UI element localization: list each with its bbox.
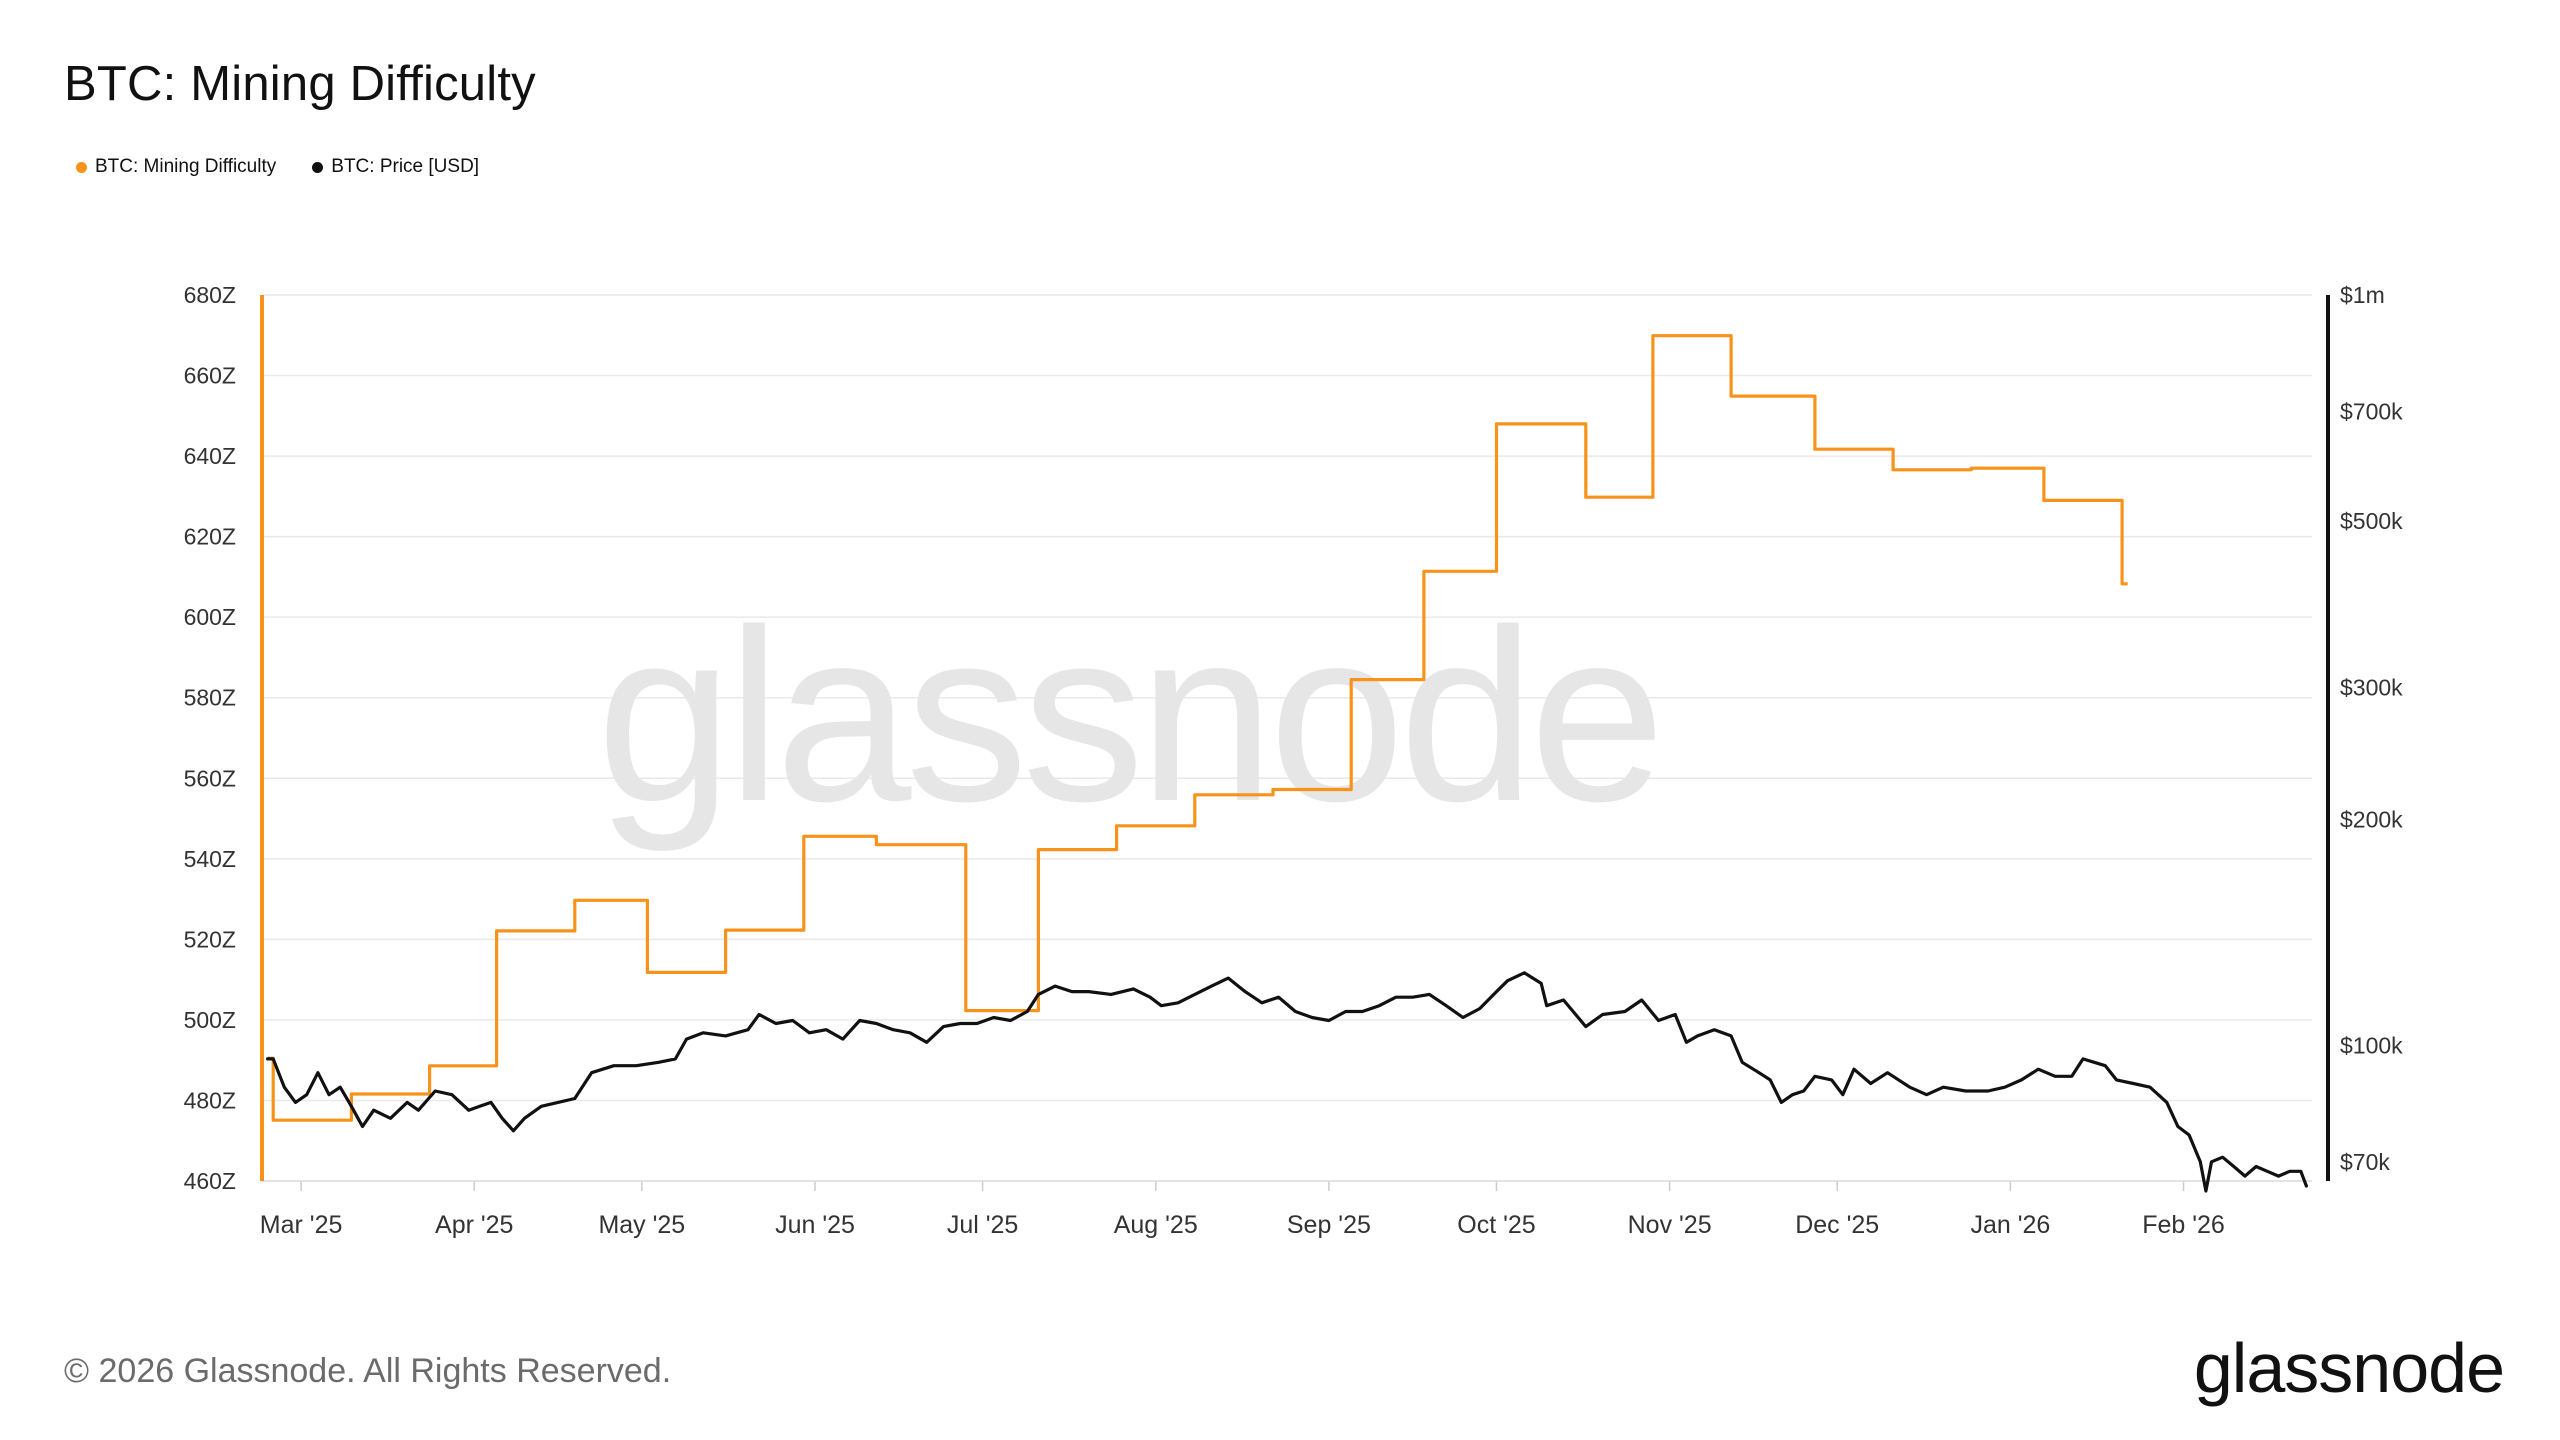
y-right-tick-label: $300k <box>2340 674 2403 700</box>
x-tick-label: Jun '25 <box>775 1211 855 1239</box>
y-left-tick-label: 540Z <box>184 846 236 872</box>
x-tick-label: Jul '25 <box>947 1211 1018 1239</box>
legend-label-price: BTC: Price [USD] <box>331 156 480 177</box>
y-right-tick-label: $100k <box>2340 1033 2403 1059</box>
legend-label-difficulty: BTC: Mining Difficulty <box>95 156 277 177</box>
watermark: glassnode <box>597 578 1660 852</box>
difficulty-series-line <box>267 334 2128 1122</box>
y-right-tick-label: $200k <box>2340 807 2403 833</box>
y-left-tick-label: 660Z <box>184 363 236 389</box>
x-tick-label: Sep '25 <box>1287 1211 1371 1239</box>
legend: BTC: Mining Difficulty BTC: Price [USD] <box>76 156 479 178</box>
y-left-tick-label: 500Z <box>184 1007 236 1033</box>
page-title: BTC: Mining Difficulty <box>64 57 536 111</box>
y-left-tick-label: 580Z <box>184 685 236 711</box>
y-left-tick-label: 640Z <box>184 443 236 469</box>
x-tick-label: May '25 <box>598 1211 685 1239</box>
x-tick-label: Dec '25 <box>1795 1211 1879 1239</box>
x-tick-label: Apr '25 <box>435 1211 513 1239</box>
y-left-tick-label: 560Z <box>184 765 236 791</box>
price-dot-icon <box>312 161 324 173</box>
y-right-tick-label: $700k <box>2340 398 2403 424</box>
price-series-line <box>266 971 2308 1193</box>
x-tick-label: Nov '25 <box>1628 1211 1712 1239</box>
y-right-tick-label: $500k <box>2340 508 2403 534</box>
copyright-text: © 2026 Glassnode. All Rights Reserved. <box>64 1352 672 1390</box>
x-tick-label: Oct '25 <box>1457 1211 1535 1239</box>
series-layer <box>266 334 2308 1193</box>
glassnode-logo[interactable]: glassnode <box>2193 1329 2505 1407</box>
y-left-tick-label: 480Z <box>184 1087 236 1113</box>
x-tick-label: Jan '26 <box>1970 1211 2050 1239</box>
x-tick-label: Aug '25 <box>1114 1211 1198 1239</box>
y-right-tick-label: $1m <box>2340 282 2385 308</box>
y-left-tick-label: 520Z <box>184 926 236 952</box>
y-left-tick-label: 620Z <box>184 524 236 550</box>
y-left-tick-label: 460Z <box>184 1168 236 1194</box>
grid <box>262 294 2312 1182</box>
legend-item-difficulty[interactable]: BTC: Mining Difficulty <box>76 156 276 178</box>
x-tick-label: Mar '25 <box>260 1211 343 1239</box>
x-tick-label: Feb '26 <box>2142 1211 2225 1239</box>
y-right-tick-label: $70k <box>2340 1149 2390 1175</box>
axes: 460Z 480Z 500Z 520Z 540Z 560Z 580Z 600Z 620Z 640Z… <box>184 282 2404 1239</box>
y-left-tick-label: 680Z <box>184 282 236 308</box>
difficulty-dot-icon <box>76 161 87 173</box>
y-left-tick-label: 600Z <box>184 604 236 630</box>
legend-item-price[interactable]: BTC: Price [USD] <box>312 156 479 178</box>
